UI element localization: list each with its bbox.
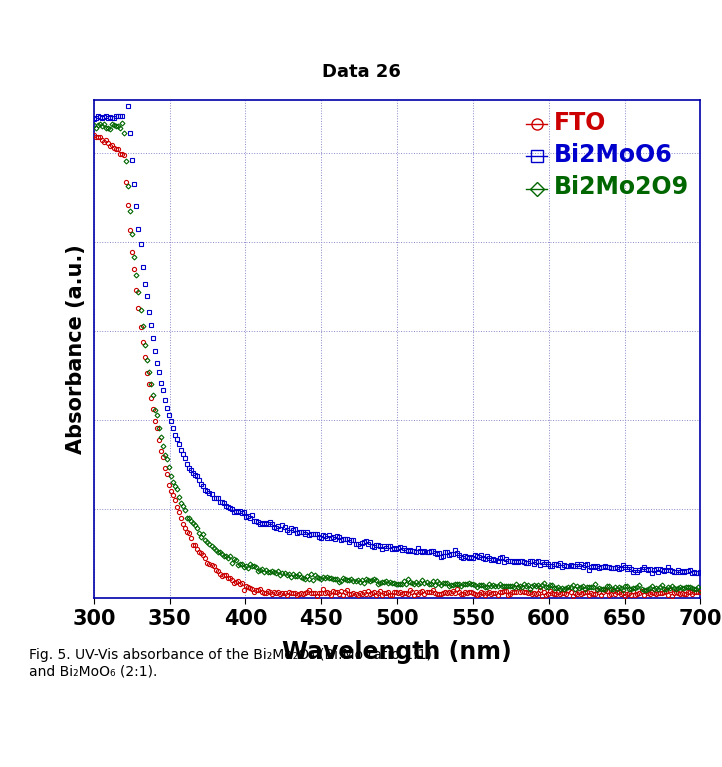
X-axis label: Wavelength (nm): Wavelength (nm) [282,640,512,663]
Y-axis label: Absorbance (a.u.): Absorbance (a.u.) [66,244,85,454]
Legend: FTO, Bi2MoO6, Bi2Mo2O9: FTO, Bi2MoO6, Bi2Mo2O9 [522,107,693,204]
Text: Data 26: Data 26 [321,63,401,81]
Text: Fig. 5. UV-Vis absorbance of the Bi₂Mo₂O₉ (Bi:Mo ratio 1:1)
and Bi₂MoO₆ (2:1).: Fig. 5. UV-Vis absorbance of the Bi₂Mo₂O… [29,648,432,678]
